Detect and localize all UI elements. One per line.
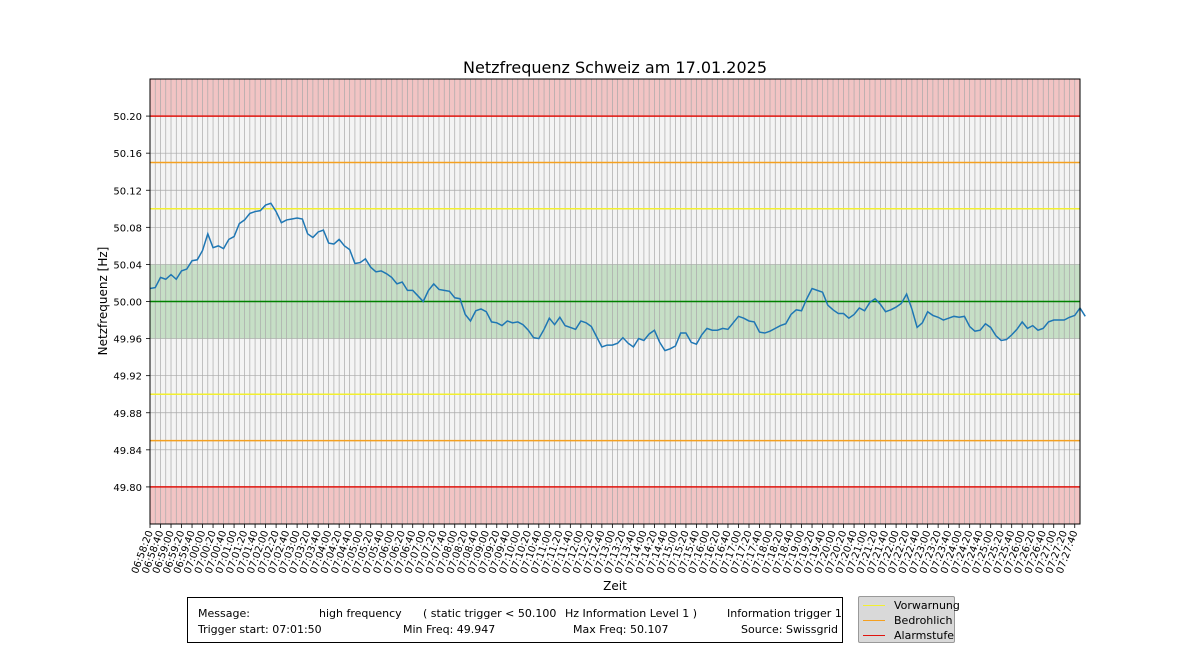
y-tick-label: 50.16 xyxy=(113,149,142,160)
legend-label: Alarmstufe xyxy=(894,629,955,642)
y-axis-label: Netzfrequenz [Hz] xyxy=(96,247,110,356)
x-axis: 06:58:2006:58:4006:59:0006:59:2006:59:40… xyxy=(130,524,1081,575)
message-label: Message: xyxy=(198,607,250,620)
message-value: high frequency xyxy=(319,607,402,620)
legend: Vorwarnung Bedrohlich Alarmstufe xyxy=(858,596,960,643)
information-level: Hz Information Level 1 ) xyxy=(565,607,698,620)
trigger-start: Trigger start: 07:01:50 xyxy=(198,623,322,636)
threshold-band xyxy=(150,79,1080,117)
y-tick-label: 49.80 xyxy=(113,483,142,494)
max-frequency: Max Freq: 50.107 xyxy=(573,623,669,636)
y-tick-label: 50.00 xyxy=(113,298,142,309)
x-axis-label: Zeit xyxy=(603,579,627,593)
min-frequency: Min Freq: 49.947 xyxy=(403,623,496,636)
y-tick-label: 50.20 xyxy=(113,112,142,123)
y-tick-label: 50.08 xyxy=(113,223,142,234)
frequency-line xyxy=(149,202,1086,352)
threshold-lines xyxy=(150,115,1080,488)
legend-item-alarmstufe: Alarmstufe xyxy=(863,628,954,643)
y-tick-label: 50.04 xyxy=(113,260,142,271)
y-axis: 49.80 49.84 49.88 49.92 49.96 50.00 50.04 50.08… xyxy=(113,112,150,494)
legend-item-bedrohlich: Bedrohlich xyxy=(863,613,952,628)
data-source: Source: Swissgrid xyxy=(741,623,839,636)
legend-swatch xyxy=(863,635,885,636)
series-lines xyxy=(149,202,1086,352)
y-tick-label: 49.84 xyxy=(113,446,142,457)
y-tick-label: 49.96 xyxy=(113,335,142,346)
legend-swatch xyxy=(863,620,885,621)
legend-item-vorwarnung: Vorwarnung xyxy=(863,598,960,613)
y-tick-label: 49.88 xyxy=(113,409,142,420)
trigger-name: Information trigger 1 xyxy=(727,607,842,620)
legend-label: Bedrohlich xyxy=(894,614,953,627)
chart-title: Netzfrequenz Schweiz am 17.01.2025 xyxy=(463,58,767,77)
threshold-band xyxy=(150,486,1080,524)
trigger-info-box: Message: high frequency ( static trigger… xyxy=(187,597,843,643)
y-tick-label: 49.92 xyxy=(113,372,142,383)
y-tick-label: 50.12 xyxy=(113,186,142,197)
legend-label: Vorwarnung xyxy=(894,599,960,612)
trigger-description: ( static trigger < 50.100 xyxy=(423,607,557,620)
legend-swatch xyxy=(863,605,885,606)
